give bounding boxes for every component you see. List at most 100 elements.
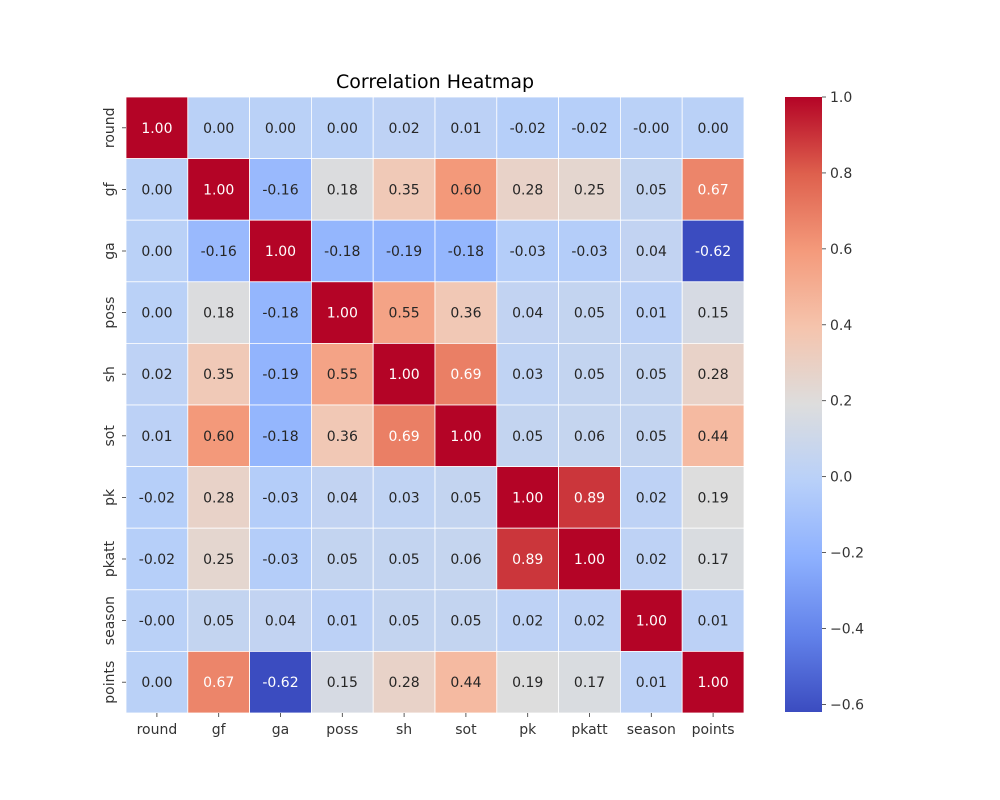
cell-value-label: 0.18	[327, 182, 358, 198]
y-axis-ticks: round gf ga poss sh sot pk pkatt season points	[102, 107, 126, 704]
colorbar-tick-label: 0.8	[830, 166, 852, 182]
heatmap-cell	[620, 589, 683, 652]
heatmap-cell	[620, 527, 683, 591]
cell-value-label: 0.44	[698, 429, 729, 445]
cell-value-label: 0.35	[203, 367, 234, 383]
heatmap-cell	[496, 158, 559, 221]
heatmap-cell	[372, 281, 436, 344]
heatmap-cell	[125, 466, 189, 529]
cell-value-label: 0.69	[389, 429, 420, 445]
heatmap-cell	[496, 219, 559, 283]
cell-value-label: 0.05	[327, 552, 358, 568]
heatmap-cell	[496, 281, 559, 344]
cell-value-label: 0.04	[636, 244, 667, 260]
cell-value-label: 0.55	[327, 367, 358, 383]
cell-value-label: 0.02	[636, 552, 667, 568]
cell-value-label: 0.00	[141, 182, 172, 198]
x-tick-label: season	[627, 722, 676, 738]
cell-value-label: 1.00	[141, 121, 172, 137]
cell-value-label: -0.00	[633, 121, 669, 137]
cell-value-label: -0.00	[139, 614, 175, 630]
cell-value-label: 0.05	[574, 367, 605, 383]
heatmap-cell	[496, 527, 559, 591]
cell-value-label: 0.05	[636, 182, 667, 198]
cell-value-label: 0.02	[141, 367, 172, 383]
heatmap-cell	[249, 158, 312, 221]
cell-value-label: 0.89	[574, 490, 605, 506]
y-tick-label: pk	[102, 488, 118, 506]
cell-value-label: 0.05	[636, 429, 667, 445]
cell-value-label: -0.18	[262, 429, 298, 445]
x-tick-label: ga	[272, 722, 289, 738]
cell-value-label: 0.15	[327, 675, 358, 691]
heatmap-cell	[558, 651, 621, 714]
cell-value-label: 0.05	[203, 614, 234, 630]
cell-value-label: 0.15	[698, 306, 729, 322]
cell-value-label: 0.35	[389, 182, 420, 198]
colorbar: −0.6 −0.4 −0.2 0.0 0.2 0.4 0.6 0.8 1.0	[785, 90, 864, 713]
heatmap-cell	[620, 281, 683, 344]
heatmap-cell	[496, 589, 559, 652]
heatmap-cell	[310, 158, 374, 221]
cell-value-label: -0.02	[571, 121, 607, 137]
cell-value-label: 1.00	[203, 182, 234, 198]
x-tick-label: poss	[326, 722, 358, 738]
heatmap-cell	[681, 342, 745, 406]
x-axis-ticks: round gf ga poss sh sot pk pkatt season points	[137, 713, 735, 738]
heatmap-cell	[310, 651, 374, 714]
cell-value-label: -0.03	[510, 244, 546, 260]
cell-value-label: 0.17	[698, 552, 729, 568]
cell-value-label: 0.28	[512, 182, 543, 198]
cell-value-label: 0.25	[203, 552, 234, 568]
heatmap-cell	[434, 527, 498, 591]
heatmap-cell	[249, 96, 312, 159]
heatmap-cell	[372, 527, 436, 591]
heatmap-cell	[620, 466, 683, 529]
heatmap-cells: 1.00 0.00 0.00 0.00 0.02 0.01 -0.02 -0.02 -0.00 0…	[125, 96, 745, 714]
heatmap-cell	[310, 589, 374, 652]
heatmap-cell	[372, 651, 436, 714]
heatmap-cell	[310, 466, 374, 529]
heatmap-cell	[125, 219, 189, 283]
heatmap-cell	[681, 527, 745, 591]
colorbar-tick-label: 0.2	[830, 394, 852, 410]
cell-value-label: 0.67	[203, 675, 234, 691]
cell-value-label: 0.25	[574, 182, 605, 198]
heatmap-cell	[434, 466, 498, 529]
heatmap-cell	[558, 158, 621, 221]
cell-value-label: -0.19	[262, 367, 298, 383]
heatmap-cell	[125, 651, 189, 714]
colorbar-ticks: −0.6 −0.4 −0.2 0.0 0.2 0.4 0.6 0.8 1.0	[822, 90, 864, 713]
cell-value-label: 1.00	[512, 490, 543, 506]
cell-value-label: 0.69	[450, 367, 481, 383]
cell-value-label: -0.16	[201, 244, 237, 260]
cell-value-label: -0.03	[571, 244, 607, 260]
heatmap-cell	[187, 651, 251, 714]
cell-value-label: 0.02	[636, 490, 667, 506]
cell-value-label: 1.00	[450, 429, 481, 445]
cell-value-label: 0.00	[141, 244, 172, 260]
heatmap-cell	[496, 342, 559, 406]
cell-value-label: 0.36	[327, 429, 358, 445]
heatmap-cell	[249, 527, 312, 591]
colorbar-tick-label: −0.2	[830, 546, 864, 562]
heatmap-cell	[681, 219, 745, 283]
colorbar-tick-label: −0.4	[830, 621, 864, 637]
cell-value-label: 0.05	[574, 306, 605, 322]
cell-value-label: 0.00	[203, 121, 234, 137]
cell-value-label: 0.00	[141, 306, 172, 322]
cell-value-label: -0.03	[262, 552, 298, 568]
cell-value-label: 0.44	[450, 675, 481, 691]
heatmap-cell	[434, 404, 498, 467]
cell-value-label: 0.36	[450, 306, 481, 322]
cell-value-label: 0.17	[574, 675, 605, 691]
colorbar-tick-label: −0.6	[830, 697, 864, 713]
cell-value-label: -0.03	[262, 490, 298, 506]
cell-value-label: -0.02	[510, 121, 546, 137]
cell-value-label: 0.00	[698, 121, 729, 137]
heatmap-cell	[558, 527, 621, 591]
cell-value-label: 0.00	[327, 121, 358, 137]
y-tick-label: round	[102, 107, 118, 148]
cell-value-label: 0.19	[512, 675, 543, 691]
